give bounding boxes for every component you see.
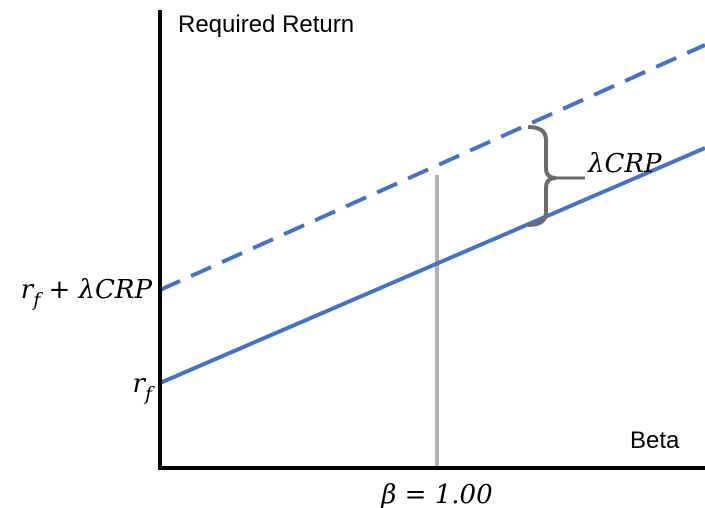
x-axis-label: Beta	[630, 427, 680, 454]
label-base: r	[133, 369, 147, 399]
y-axis-label: Required Return	[178, 11, 354, 38]
beta-marker-label: β = 1.00	[380, 480, 492, 508]
gap-brace	[527, 125, 557, 227]
gap-label: λCRP	[587, 149, 662, 179]
upper-intercept-label: rf + λCRP	[21, 275, 153, 311]
label-sub: f	[31, 289, 43, 311]
label-rest: + λCRP	[40, 275, 152, 305]
label-sub: f	[143, 383, 155, 405]
label-base: r	[21, 275, 35, 305]
adjusted-line	[159, 43, 705, 292]
lower-intercept-label: rf	[133, 369, 155, 405]
base-line	[159, 146, 705, 385]
